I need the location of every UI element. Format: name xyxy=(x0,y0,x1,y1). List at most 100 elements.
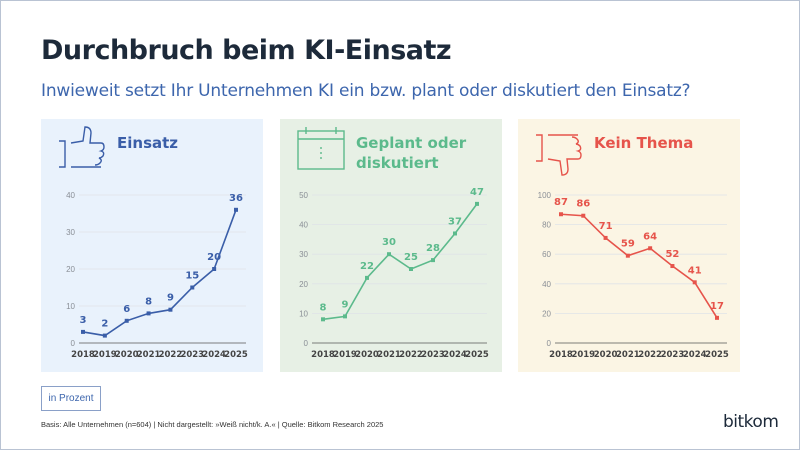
data-label: 22 xyxy=(360,261,374,272)
y-tick-label: 30 xyxy=(66,228,75,237)
chart-panel-1: 0 10 20 30 40 2018 2019 2020 2021 2022 2023 2024 202… xyxy=(41,119,263,372)
data-label: 36 xyxy=(229,193,243,204)
line-chart: 0 20 40 60 80 100 2018201920202021202220232024… xyxy=(536,134,729,360)
data-label: 9 xyxy=(167,293,174,304)
data-label: 64 xyxy=(643,231,657,242)
data-label: 30 xyxy=(382,237,396,248)
x-tick-label: 2021 xyxy=(377,350,401,360)
x-tick-label: 2025 xyxy=(465,350,489,360)
y-tick-label: 10 xyxy=(66,302,75,311)
x-tick-label: 2019 xyxy=(333,350,357,360)
data-label: 20 xyxy=(207,252,221,263)
chart-title: Kein Thema xyxy=(594,134,694,152)
data-label: 6 xyxy=(123,304,130,315)
y-tick-label: 0 xyxy=(304,339,309,348)
data-label: 15 xyxy=(185,271,199,282)
x-tick-label: 2020 xyxy=(355,350,379,360)
data-label: 59 xyxy=(621,239,635,250)
data-point xyxy=(670,264,675,269)
x-tick-label: 2023 xyxy=(180,350,204,360)
chart-title: Geplant oder diskutiert xyxy=(356,133,466,173)
x-tick-label: 2020 xyxy=(115,350,139,360)
y-tick-label: 60 xyxy=(542,250,551,259)
chart-title: Einsatz xyxy=(117,134,179,152)
x-tick-label: 2020 xyxy=(594,350,618,360)
y-tick-label: 50 xyxy=(299,191,308,200)
data-point xyxy=(81,329,85,334)
chart-title-line: diskutiert xyxy=(356,154,439,172)
data-label: 8 xyxy=(145,296,152,307)
chart-panel-2: 0 10 20 30 40 50 2018 2019 2020 2021 2022 2023 2024 2… xyxy=(280,119,502,372)
y-tick-label: 30 xyxy=(299,250,308,259)
x-tick-label: 2021 xyxy=(137,350,161,360)
calendar-icon xyxy=(297,127,345,170)
bitkom-logo: bitkom xyxy=(723,412,779,432)
y-tick-label: 20 xyxy=(66,265,75,274)
data-label: 47 xyxy=(470,187,484,198)
data-label: 86 xyxy=(576,199,590,210)
y-tick-label: 40 xyxy=(299,221,308,230)
x-tick-label: 2022 xyxy=(638,350,662,360)
data-point xyxy=(648,246,653,251)
data-label: 52 xyxy=(665,249,679,260)
x-tick-label: 2023 xyxy=(661,350,685,360)
x-tick-label: 2018 xyxy=(71,350,95,360)
data-label: 25 xyxy=(404,252,418,263)
data-point xyxy=(692,280,697,285)
series-line xyxy=(560,213,718,319)
data-point xyxy=(365,275,369,280)
y-tick-label: 40 xyxy=(66,191,75,200)
data-point xyxy=(581,213,586,218)
x-tick-label: 2024 xyxy=(202,350,226,360)
series-line xyxy=(322,203,478,321)
data-point xyxy=(409,267,413,271)
y-tick-label: 0 xyxy=(71,339,76,348)
y-tick-label: 80 xyxy=(542,221,551,230)
x-tick-label: 2025 xyxy=(224,350,248,360)
data-label: 37 xyxy=(448,216,462,227)
x-tick-label: 2022 xyxy=(399,350,423,360)
y-tick-label: 0 xyxy=(547,339,552,348)
data-point xyxy=(559,212,563,217)
data-label: 3 xyxy=(80,315,87,326)
data-point xyxy=(321,317,325,322)
data-point xyxy=(715,315,719,320)
data-point xyxy=(124,318,129,323)
data-point xyxy=(168,307,173,312)
data-point xyxy=(475,201,479,206)
data-point xyxy=(212,267,217,271)
page-subtitle: Inwieweit setzt Ihr Unternehmen KI ein b… xyxy=(41,81,691,101)
data-label: 17 xyxy=(710,301,724,312)
x-tick-label: 2024 xyxy=(443,350,467,360)
data-label: 41 xyxy=(688,265,702,276)
data-point xyxy=(603,235,608,240)
data-point xyxy=(102,333,107,338)
x-tick-label: 2019 xyxy=(93,350,117,360)
unit-label: in Prozent xyxy=(41,386,101,411)
data-point xyxy=(234,207,238,212)
y-tick-label: 40 xyxy=(542,280,551,289)
y-tick-label: 10 xyxy=(299,309,308,318)
thumbs-down-icon xyxy=(536,134,582,176)
data-label: 2 xyxy=(101,319,108,330)
y-tick-label: 20 xyxy=(299,280,308,289)
source-note: Basis: Alle Unternehmen (n=604) | Nicht … xyxy=(41,420,384,429)
x-tick-label: 2025 xyxy=(705,350,729,360)
data-point xyxy=(146,311,151,316)
data-point xyxy=(190,285,195,290)
y-tick-label: 20 xyxy=(542,309,551,318)
data-point xyxy=(343,314,347,319)
x-tick-label: 2021 xyxy=(616,350,640,360)
x-tick-label: 2023 xyxy=(421,350,445,360)
series-line xyxy=(82,209,237,337)
line-chart: 0102030405020182019202020212022202320242… xyxy=(297,127,489,360)
data-label: 71 xyxy=(599,221,613,232)
data-point xyxy=(453,231,457,236)
chart-title-line: Geplant oder xyxy=(356,134,467,152)
data-point xyxy=(431,258,435,263)
x-tick-label: 2018 xyxy=(311,350,335,360)
page-title: Durchbruch beim KI-Einsatz xyxy=(41,35,452,66)
x-tick-label: 2022 xyxy=(159,350,183,360)
line-chart: 0102030402018201920202021202220232024202… xyxy=(59,126,248,360)
